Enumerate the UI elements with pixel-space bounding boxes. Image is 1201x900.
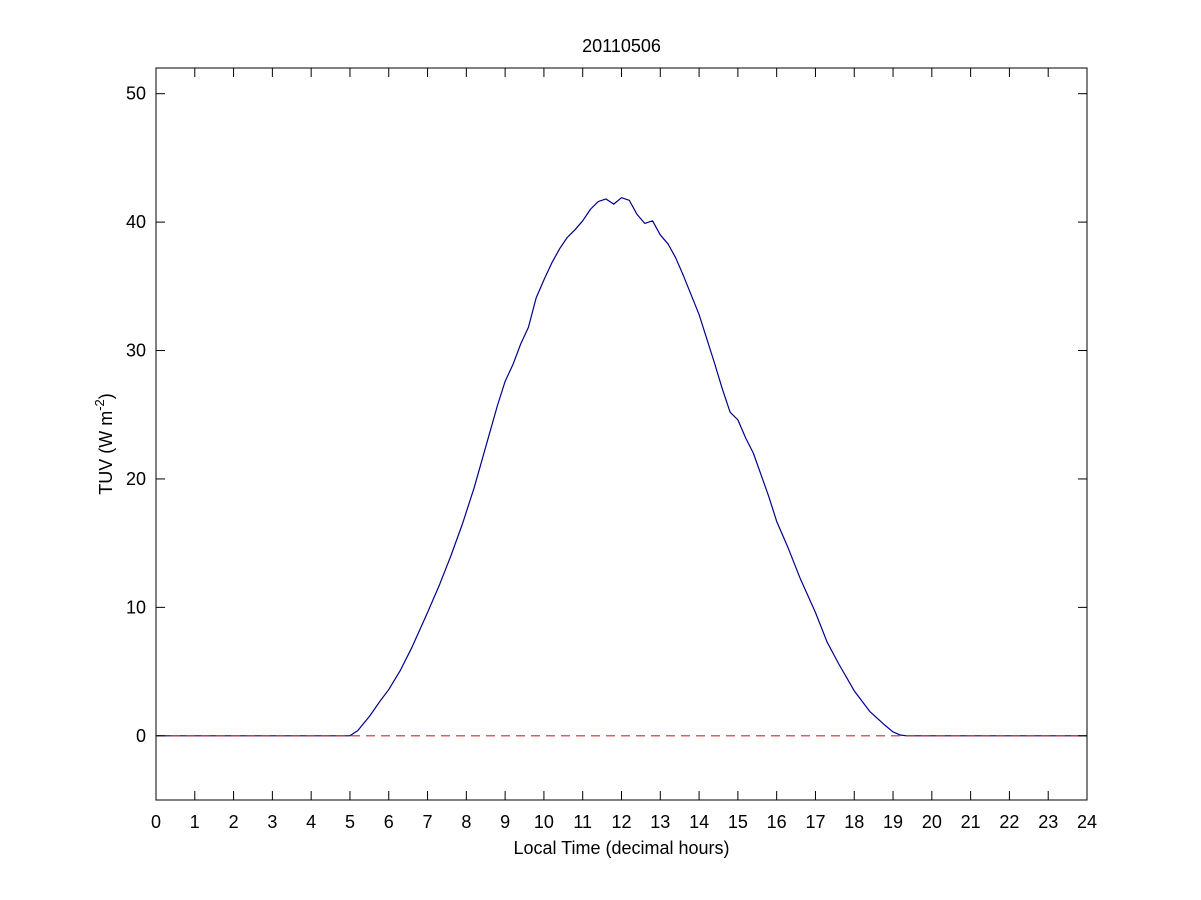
x-tick-label: 14 xyxy=(689,812,709,832)
x-tick-label: 6 xyxy=(384,812,394,832)
y-axis-label-suffix: ) xyxy=(96,393,116,399)
x-tick-label: 18 xyxy=(844,812,864,832)
x-tick-label: 8 xyxy=(461,812,471,832)
x-tick-label: 20 xyxy=(922,812,942,832)
x-tick-label: 15 xyxy=(728,812,748,832)
x-tick-label: 19 xyxy=(883,812,903,832)
series-layer xyxy=(156,197,1087,737)
chart-title: 20110506 xyxy=(582,36,661,56)
y-tick-label: 50 xyxy=(126,84,146,104)
x-tick-label: 16 xyxy=(767,812,787,832)
x-axis-label: Local Time (decimal hours) xyxy=(513,838,729,858)
x-tick-label: 10 xyxy=(534,812,554,832)
ticks-layer: 0 1 2 3 4 5 6 7 8 9 10 11 12 13 14 15 16 17 18 19 20 21 22 23 24… xyxy=(126,68,1097,832)
x-tick-label: 4 xyxy=(306,812,316,832)
y-axis-label-prefix: TUV (W m xyxy=(96,411,116,495)
x-tick-label: 1 xyxy=(190,812,200,832)
x-tick-label: 5 xyxy=(345,812,355,832)
x-tick-label: 13 xyxy=(650,812,670,832)
y-tick-label: 0 xyxy=(136,726,146,746)
x-tick-label: 9 xyxy=(500,812,510,832)
y-axis-label-superscript: -2 xyxy=(92,399,107,411)
y-axis-label: TUV (W m-2) xyxy=(92,393,116,495)
x-tick-label: 12 xyxy=(611,812,631,832)
x-tick-label: 7 xyxy=(423,812,433,832)
y-tick-label: 20 xyxy=(126,469,146,489)
x-tick-label: 3 xyxy=(267,812,277,832)
x-tick-label: 22 xyxy=(999,812,1019,832)
x-tick-label: 17 xyxy=(805,812,825,832)
x-tick-label: 21 xyxy=(961,812,981,832)
x-tick-label: 23 xyxy=(1038,812,1058,832)
x-tick-label: 11 xyxy=(573,812,592,832)
x-tick-label: 2 xyxy=(229,812,239,832)
x-tick-label: 24 xyxy=(1077,812,1097,832)
y-tick-label: 10 xyxy=(126,597,146,617)
x-tick-label: 0 xyxy=(151,812,161,832)
y-tick-label: 40 xyxy=(126,212,146,232)
y-tick-label: 30 xyxy=(126,341,146,361)
tuv-series-line xyxy=(156,197,1087,737)
